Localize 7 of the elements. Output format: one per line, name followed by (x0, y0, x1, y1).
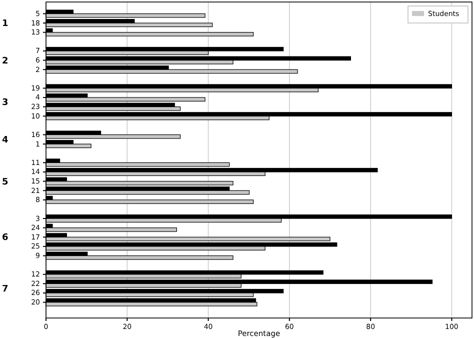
text: 4 (2, 135, 8, 146)
text: 3 (2, 98, 8, 108)
text: 6 (2, 233, 8, 244)
text: 2 (2, 56, 8, 66)
text: 7 (2, 284, 8, 294)
text: 1 (2, 19, 8, 30)
text: 5 (2, 177, 8, 188)
